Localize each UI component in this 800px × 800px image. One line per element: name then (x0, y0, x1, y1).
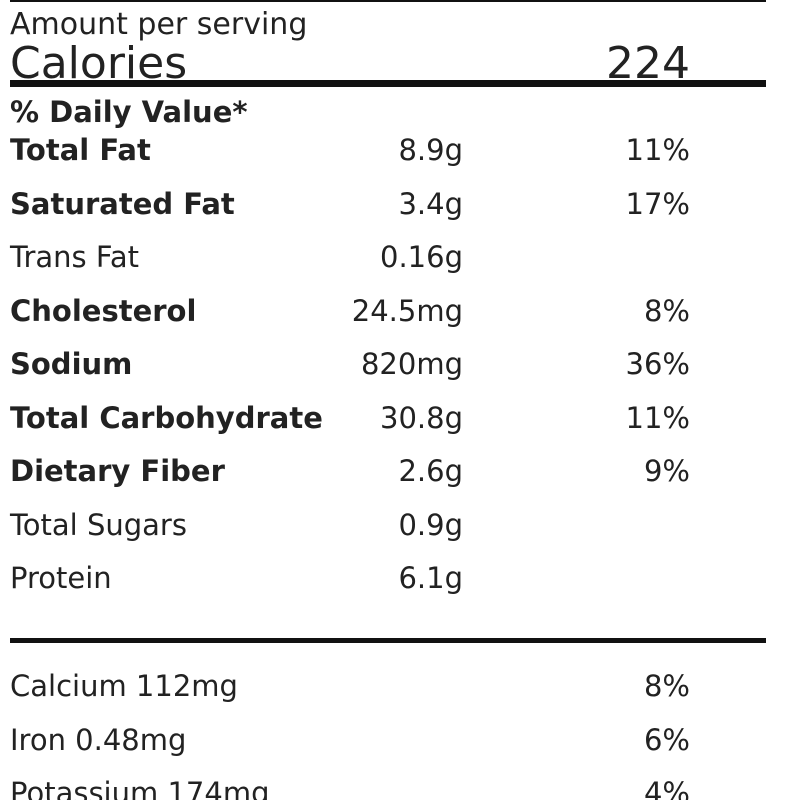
mineral-name: Iron 0.48mg (10, 722, 187, 757)
nutrient-name: Cholesterol (10, 293, 197, 328)
nutrient-amount: 0.16g (380, 240, 463, 274)
nutrient-dv: 9% (643, 454, 690, 488)
nutrient-name: Protein (10, 561, 112, 595)
nutrient-name: Total Fat (10, 133, 151, 167)
nutrient-amount: 0.9g (398, 507, 463, 542)
nutrient-amount: 820mg (360, 347, 463, 381)
daily-value-label: % Daily Value* (10, 95, 248, 129)
mineral-dv: 8% (643, 669, 690, 703)
thick-rule (10, 80, 766, 87)
mineral-name: Calcium 112mg (10, 669, 238, 703)
nutrient-dv: 17% (625, 186, 690, 221)
nutrient-amount: 2.6g (398, 454, 463, 488)
calories-value: 224 (606, 38, 690, 89)
top-rule (10, 0, 766, 2)
section-rule (10, 638, 766, 643)
nutrient-amount: 6.1g (398, 561, 463, 595)
calories-label: Calories (10, 38, 188, 89)
mineral-dv: 6% (643, 722, 690, 757)
mineral-dv: 4% (643, 776, 690, 800)
mineral-name: Potassium 174mg (10, 776, 270, 800)
nutrient-name: Total Carbohydrate (10, 400, 323, 435)
nutrient-amount: 24.5mg (351, 293, 463, 328)
nutrient-name: Total Sugars (10, 507, 187, 542)
nutrient-name: Dietary Fiber (10, 454, 225, 488)
nutrient-name: Sodium (10, 347, 133, 381)
nutrient-name: Trans Fat (10, 240, 140, 274)
nutrient-amount: 30.8g (380, 400, 463, 435)
nutrient-amount: 3.4g (398, 186, 463, 221)
nutrient-amount: 8.9g (398, 133, 463, 167)
nutrient-dv: 36% (625, 347, 690, 381)
nutrient-dv: 11% (625, 133, 690, 167)
serving-title: Amount per serving (10, 7, 308, 42)
nutrient-dv: 11% (625, 400, 690, 435)
nutrient-name: Saturated Fat (10, 186, 235, 221)
nutrient-dv: 8% (643, 293, 690, 328)
